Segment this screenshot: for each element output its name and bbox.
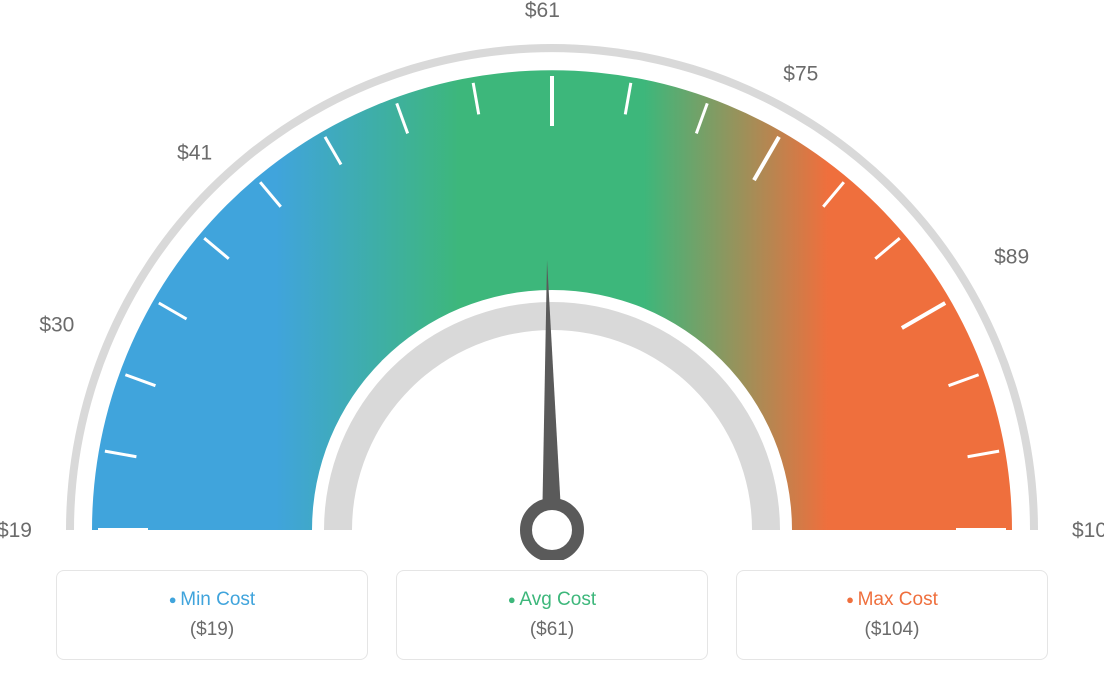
legend-avg: Avg Cost ($61)	[396, 570, 708, 660]
gauge-tick-label: $89	[994, 245, 1029, 268]
legend-max-value: ($104)	[737, 619, 1047, 641]
gauge-tick-label: $30	[39, 313, 74, 336]
gauge-tick-label: $61	[525, 0, 560, 22]
legend-max-label: Max Cost	[737, 589, 1047, 611]
legend-min-value: ($19)	[57, 619, 367, 641]
gauge-tick-label: $41	[177, 141, 212, 164]
legend-avg-value: ($61)	[397, 619, 707, 641]
legend-min-label: Min Cost	[57, 589, 367, 611]
legend-avg-label: Avg Cost	[397, 589, 707, 611]
gauge-tick-label: $75	[783, 62, 818, 85]
legend-max: Max Cost ($104)	[736, 570, 1048, 660]
legend-min: Min Cost ($19)	[56, 570, 368, 660]
gauge-hub	[526, 504, 578, 556]
gauge-needle	[542, 260, 562, 530]
gauge-chart: $19 $30 $41 $61 $75 $89 $104	[0, 0, 1104, 560]
gauge-tick-label: $104	[1072, 519, 1104, 542]
gauge-tick-label: $19	[0, 519, 32, 542]
legend: Min Cost ($19) Avg Cost ($61) Max Cost (…	[0, 560, 1104, 660]
gauge-container: $19 $30 $41 $61 $75 $89 $104	[0, 0, 1104, 560]
